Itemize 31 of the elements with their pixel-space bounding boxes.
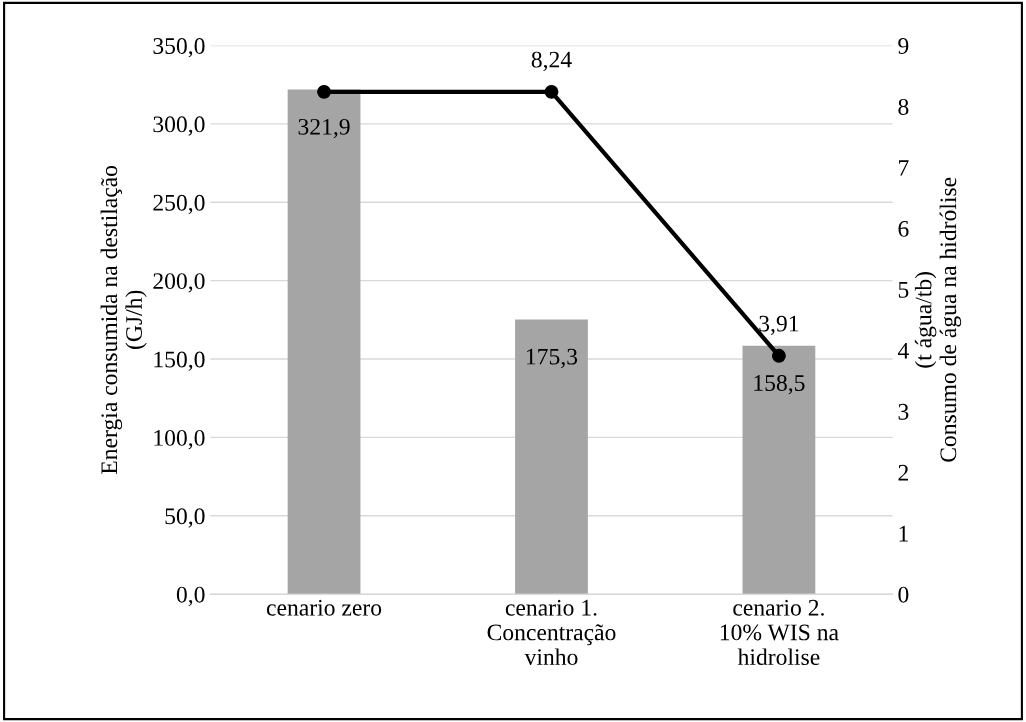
y2-tick-label: 3 (898, 403, 909, 420)
y2-tick-label: 0 (898, 586, 909, 603)
y-tick-label: 200,0 (153, 273, 205, 293)
y2-tick-label: 8 (898, 98, 909, 115)
y2-axis-title: (t água/tb) Consumo de água na hidrólise (914, 177, 962, 462)
y2-tick-label: 6 (898, 220, 909, 237)
bar (515, 319, 588, 595)
y-tick-label: 350,0 (153, 37, 205, 58)
data-label: 175,3 (526, 348, 578, 368)
bar (287, 89, 361, 595)
y2-tick-label: 5 (898, 282, 909, 298)
y2-tick-label: 1 (899, 525, 908, 542)
x-tick-label: cenario 2. 10% WIS na hidrolise (720, 599, 839, 666)
data-label: 8,24 (531, 51, 572, 71)
data-label: 158,5 (754, 374, 805, 395)
y-tick-label: 100,0 (154, 429, 205, 450)
x-tick-label: cenario 1. Concentração vinho (487, 599, 616, 666)
y2-tick-label: 4 (897, 342, 909, 359)
y-tick-label: 50,0 (165, 508, 205, 528)
x-tick-label: cenario zero (266, 599, 382, 616)
y2-tick-label: 9 (898, 38, 909, 54)
y-tick-label: 150,0 (154, 351, 205, 371)
bar (742, 345, 816, 595)
y2-tick-label: 2 (898, 464, 908, 481)
y-tick-label: 0,0 (176, 586, 205, 607)
y-axis-title: Energia consumida na destilação (GJ/h) (100, 165, 147, 475)
data-label: 321,9 (298, 118, 350, 139)
data-label: 3,91 (759, 315, 799, 335)
y-tick-label: 250,0 (153, 194, 205, 215)
y-tick-label: 300,0 (153, 116, 205, 136)
y2-tick-label: 7 (899, 160, 909, 176)
